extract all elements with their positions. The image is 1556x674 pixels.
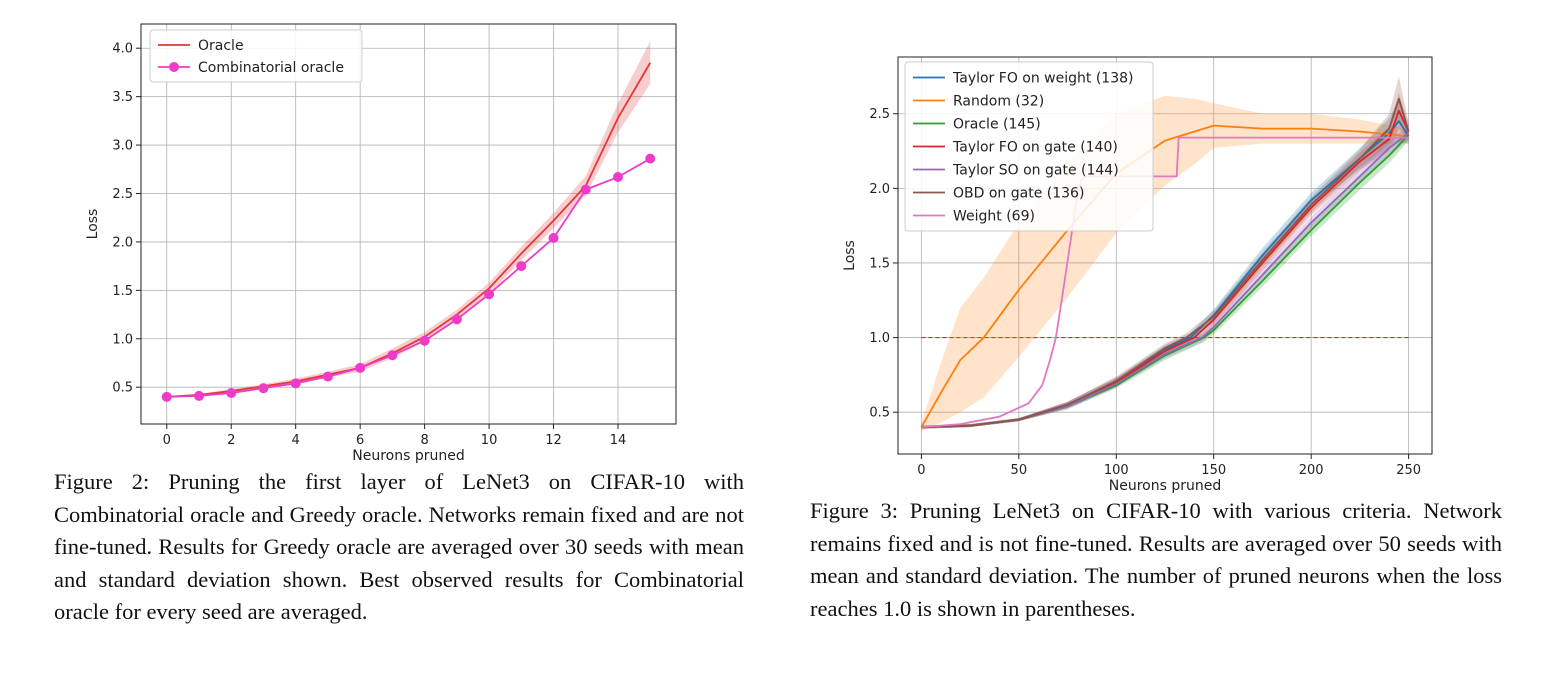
x-tick-label: 50 <box>1011 463 1028 478</box>
y-tick-label: 2.5 <box>869 107 890 122</box>
series-line-1 <box>166 157 651 398</box>
series-point-1 <box>226 388 237 399</box>
figure-2-chart: 0 2 4 6 8 10 12 14 0.5 1.0 1.5 2.0 2.5 3.0 3.5 4.0 Neuro… <box>0 0 760 470</box>
series-point-1 <box>548 233 559 244</box>
series-point-1 <box>194 390 205 401</box>
series-point-1 <box>387 350 398 361</box>
y-tick-label: 1.5 <box>112 284 133 299</box>
legend-label-0: Oracle <box>198 38 244 54</box>
series-point-1 <box>161 391 172 402</box>
series-point-1 <box>580 184 591 195</box>
figure-2-plot: 0 2 4 6 8 10 12 14 0.5 1.0 1.5 2.0 2.5 3.0 3.5 4.0 Neuro… <box>85 23 677 464</box>
figure-3-plot: 0 50 100 150 200 250 0.5 1.0 1.5 2.0 2.5 Neurons pr… <box>842 56 1433 494</box>
x-tick-label: 14 <box>610 433 627 448</box>
figure-2-caption: Figure 2: Pruning the first layer of LeN… <box>54 469 744 624</box>
series-point-1 <box>516 261 527 272</box>
legend-label-3: Taylor FO on gate (140) <box>952 140 1118 156</box>
legend-label-6: Weight (69) <box>953 209 1035 225</box>
legend: Taylor FO on weight (138) Random (32) Orac… <box>904 61 1154 232</box>
series-point-1 <box>258 383 269 394</box>
x-axis-label: Neurons pruned <box>352 448 464 464</box>
y-tick-label: 0.5 <box>112 381 133 396</box>
x-tick-label: 8 <box>420 433 428 448</box>
figure-3-caption: Figure 3: Pruning LeNet3 on CIFAR-10 wit… <box>810 498 1502 621</box>
x-tick-label: 100 <box>1104 463 1129 478</box>
x-tick-label: 2 <box>227 433 235 448</box>
y-tick-label: 4.0 <box>112 42 133 57</box>
y-tick-label: 2.5 <box>112 187 133 202</box>
series-point-1 <box>322 371 333 382</box>
legend-label-5: OBD on gate (136) <box>953 186 1084 202</box>
x-tick-label: 10 <box>481 433 498 448</box>
x-axis-label: Neurons pruned <box>1109 478 1221 494</box>
y-tick-label: 1.0 <box>112 332 133 347</box>
figure-3-chart: 0 50 100 150 200 250 0.5 1.0 1.5 2.0 2.5 Neurons pr… <box>780 0 1556 500</box>
series-point-1 <box>484 289 495 300</box>
legend-label-4: Taylor SO on gate (144) <box>952 163 1119 179</box>
series-point-1 <box>290 378 301 389</box>
x-tick-label: 150 <box>1201 463 1226 478</box>
y-axis-label: Loss <box>85 209 101 240</box>
y-tick-label: 3.5 <box>112 90 133 105</box>
y-tick-label: 0.5 <box>869 406 890 421</box>
y-axis-label: Loss <box>842 240 858 271</box>
y-tick-label: 2.0 <box>112 235 133 250</box>
x-tick-label: 12 <box>545 433 562 448</box>
legend-box <box>904 61 1154 232</box>
series-point-1 <box>451 314 462 325</box>
x-tick-label: 200 <box>1299 463 1324 478</box>
legend-label-1: Random (32) <box>953 94 1044 110</box>
axes-frame <box>140 23 677 425</box>
y-tick-label: 1.0 <box>869 331 890 346</box>
x-tick-label: 6 <box>356 433 364 448</box>
series-point-1 <box>612 172 623 183</box>
axes-frame <box>897 56 1433 455</box>
series-point-1 <box>645 153 656 164</box>
series-point-1 <box>355 362 366 373</box>
legend-box <box>149 29 363 83</box>
series-line-0 <box>166 62 651 398</box>
x-tick-label: 4 <box>292 433 300 448</box>
legend-label-1: Combinatorial oracle <box>198 60 344 76</box>
legend-marker-1 <box>169 62 179 72</box>
legend: Oracle Combinatorial oracle <box>149 29 363 83</box>
series-point-1 <box>419 335 430 346</box>
series-line-5 <box>921 97 1410 429</box>
y-tick-label: 2.0 <box>869 182 890 197</box>
legend-label-0: Taylor FO on weight (138) <box>952 71 1133 87</box>
legend-label-2: Oracle (145) <box>953 117 1041 133</box>
grid <box>141 24 676 424</box>
x-tick-label: 0 <box>163 433 171 448</box>
x-tick-label: 0 <box>917 463 925 478</box>
y-tick-label: 1.5 <box>869 256 890 271</box>
series-band-1 <box>921 95 1409 432</box>
x-tick-label: 250 <box>1396 463 1421 478</box>
y-tick-label: 3.0 <box>112 139 133 154</box>
